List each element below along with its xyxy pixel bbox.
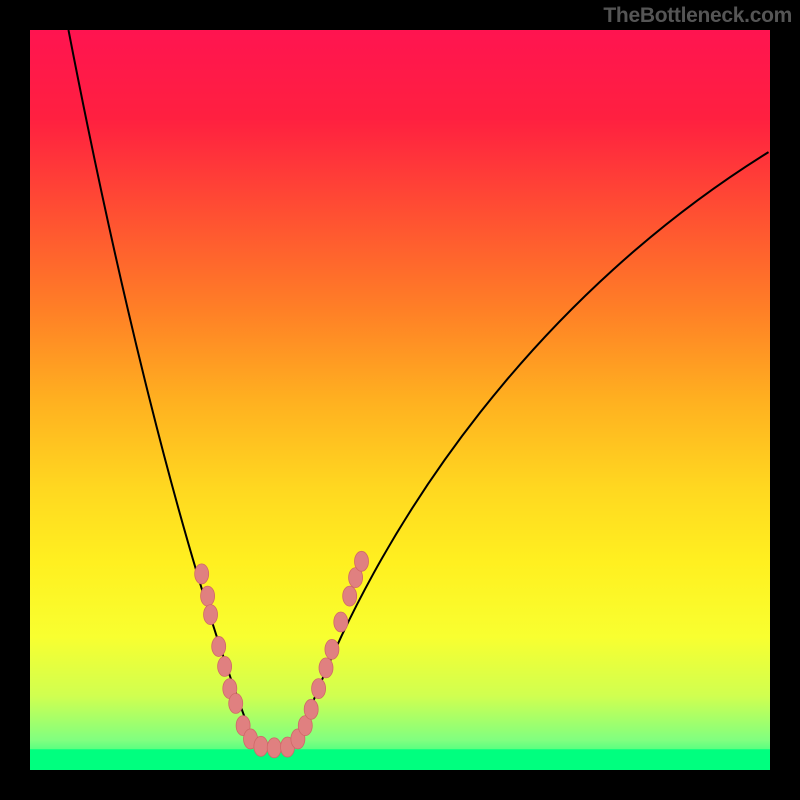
chart-svg (30, 30, 770, 770)
bead-marker (212, 636, 226, 656)
bead-marker (334, 612, 348, 632)
bead-marker (343, 586, 357, 606)
bead-marker (201, 586, 215, 606)
bead-marker (319, 658, 333, 678)
bead-marker (304, 699, 318, 719)
watermark-text: TheBottleneck.com (603, 4, 792, 28)
bottom-green-band (30, 749, 770, 770)
bead-marker (267, 738, 281, 758)
plot-area (30, 30, 770, 770)
bead-marker (312, 679, 326, 699)
bead-marker (355, 551, 369, 571)
bead-marker (195, 564, 209, 584)
bead-marker (325, 639, 339, 659)
bead-marker (218, 656, 232, 676)
bead-marker (204, 605, 218, 625)
gradient-background (30, 30, 770, 770)
bead-marker (254, 736, 268, 756)
bead-marker (229, 693, 243, 713)
